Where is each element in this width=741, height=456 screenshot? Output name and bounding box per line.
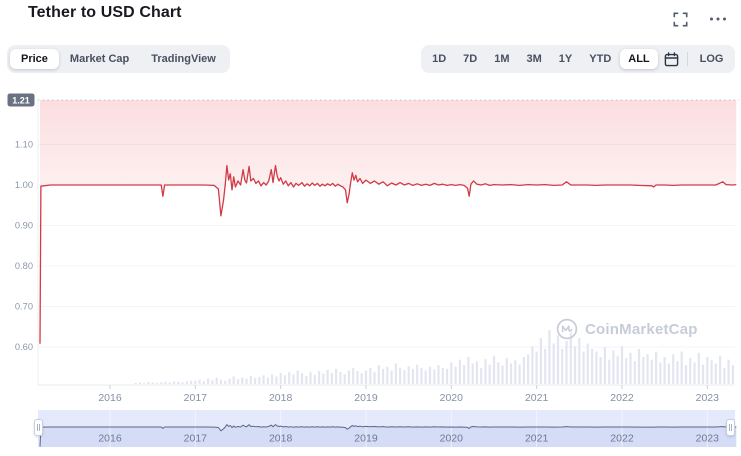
- svg-text:1.10: 1.10: [15, 140, 33, 150]
- svg-text:2023: 2023: [696, 433, 720, 445]
- svg-text:2018: 2018: [269, 392, 293, 404]
- tab-price[interactable]: Price: [10, 49, 59, 69]
- svg-text:2016: 2016: [98, 392, 122, 404]
- svg-text:2017: 2017: [184, 433, 208, 445]
- navigator-left-handle[interactable]: [34, 419, 43, 436]
- svg-text:2021: 2021: [525, 392, 549, 404]
- svg-text:2017: 2017: [184, 392, 208, 404]
- tab-tradingview[interactable]: TradingView: [140, 49, 227, 69]
- chart-type-tabs: Price Market Cap TradingView: [7, 45, 230, 73]
- navigator-right-handle[interactable]: [726, 419, 735, 436]
- tab-market-cap[interactable]: Market Cap: [59, 49, 140, 69]
- ellipsis-icon: [710, 17, 726, 21]
- range-1m-button[interactable]: 1M: [486, 49, 518, 69]
- range-7d-button[interactable]: 7D: [455, 49, 486, 69]
- more-options-button[interactable]: [707, 8, 729, 30]
- svg-text:2019: 2019: [354, 392, 378, 404]
- date-range-tabs: 1D 7D 1M 3M 1Y YTD ALL LOG: [420, 45, 735, 73]
- svg-text:0.60: 0.60: [15, 342, 33, 352]
- calendar-icon: [664, 51, 678, 66]
- svg-text:2018: 2018: [269, 433, 293, 445]
- svg-text:2020: 2020: [440, 392, 464, 404]
- svg-text:2023: 2023: [696, 392, 720, 404]
- calendar-button[interactable]: [658, 48, 684, 70]
- svg-text:0.70: 0.70: [15, 302, 33, 312]
- svg-text:2016: 2016: [98, 433, 122, 445]
- svg-text:1.00: 1.00: [15, 180, 33, 190]
- svg-text:1.21: 1.21: [12, 95, 30, 105]
- range-1d-button[interactable]: 1D: [424, 49, 455, 69]
- range-ytd-button[interactable]: YTD: [581, 49, 620, 69]
- log-scale-button[interactable]: LOG: [691, 49, 732, 69]
- svg-text:2020: 2020: [440, 433, 464, 445]
- range-navigator-canvas[interactable]: 2016 2017 2018 2019 2020 2021 2022 2023: [0, 408, 741, 452]
- svg-text:2021: 2021: [525, 433, 549, 445]
- price-chart-canvas[interactable]: 1.21 1.10 1.00 0.90 0.80 0.70 0.60 2016 2017 2018…: [0, 85, 741, 405]
- range-1y-button[interactable]: 1Y: [550, 49, 580, 69]
- page-title: Tether to USD Chart: [28, 4, 182, 21]
- range-divider: [687, 52, 689, 66]
- svg-text:2022: 2022: [610, 433, 634, 445]
- svg-text:0.90: 0.90: [15, 221, 33, 231]
- svg-text:0.80: 0.80: [15, 261, 33, 271]
- fullscreen-button[interactable]: [669, 8, 691, 30]
- fullscreen-icon: [673, 12, 687, 26]
- range-all-button[interactable]: ALL: [619, 49, 659, 69]
- header-actions: [669, 8, 729, 30]
- svg-text:2019: 2019: [354, 433, 378, 445]
- svg-text:2022: 2022: [610, 392, 634, 404]
- range-3m-button[interactable]: 3M: [518, 49, 550, 69]
